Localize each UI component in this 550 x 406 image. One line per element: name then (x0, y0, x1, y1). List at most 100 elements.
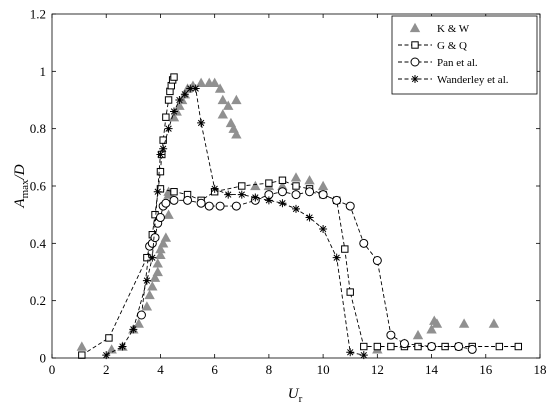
data-point-pan-et-al (345, 201, 355, 211)
data-point-g-q (387, 342, 395, 351)
x-axis-label: Ur (288, 386, 303, 405)
data-point-pan-et-al (231, 201, 241, 211)
x-tick-label: 18 (534, 362, 547, 377)
data-point-k-w (141, 301, 153, 311)
data-point-k-w (152, 258, 163, 268)
data-point-k-w (412, 329, 424, 340)
data-point-g-q (373, 342, 382, 351)
legend-label: K & W (437, 23, 470, 35)
data-point-wanderley-et-al (118, 342, 127, 351)
y-tick-label: 0.8 (30, 121, 46, 136)
data-point-pan-et-al (136, 310, 146, 320)
data-point-wanderley-et-al (278, 199, 287, 208)
data-point-wanderley-et-al (319, 225, 328, 233)
data-point-k-w (152, 266, 163, 277)
x-tick-label: 2 (103, 362, 110, 377)
data-point-wanderley-et-al (170, 107, 178, 116)
data-point-wanderley-et-al (191, 84, 200, 93)
data-point-wanderley-et-al (251, 193, 260, 202)
data-point-pan-et-al (332, 195, 342, 205)
data-point-wanderley-et-al (129, 325, 138, 334)
data-point-wanderley-et-al (175, 96, 184, 104)
data-point-g-q (170, 188, 178, 196)
data-point-g-q (159, 136, 167, 144)
data-point-k-w (157, 238, 169, 248)
data-point-k-w (149, 272, 161, 282)
data-point-k-w (133, 318, 144, 328)
data-point-pan-et-al (305, 187, 315, 197)
data-point-wanderley-et-al (292, 204, 300, 213)
data-point-g-q (292, 182, 300, 190)
data-point-k-w (160, 232, 172, 242)
data-point-g-q (278, 176, 287, 184)
axis-ticks: 0 2 4 6 8 10 12 14 16 18 0 0.2 0.4 0.6 0.8 1 1.2 (30, 7, 547, 378)
legend-label: Wanderley et al. (437, 74, 509, 86)
legend-marker-wanderley-et-al (411, 75, 419, 83)
data-point-pan-et-al (277, 187, 287, 197)
y-axis-label: Amax/D (12, 164, 31, 208)
data-point-wanderley-et-al (156, 150, 165, 159)
data-point-pan-et-al (427, 342, 437, 352)
data-point-pan-et-al (183, 195, 193, 205)
data-point-k-w (458, 318, 470, 328)
y-tick-label: 1.2 (30, 7, 46, 22)
data-point-k-w (155, 243, 166, 254)
data-point-k-w (209, 77, 220, 87)
legend-item-k-w: K & W (409, 22, 470, 35)
data-point-g-q (265, 179, 273, 187)
data-point-k-w (431, 318, 443, 328)
data-point-k-w (217, 94, 228, 105)
data-point-k-w (223, 100, 234, 110)
data-point-wanderley-et-al (159, 144, 168, 153)
data-point-pan-et-al (467, 344, 477, 354)
legend-label: Pan et al. (437, 57, 478, 69)
data-point-wanderley-et-al (359, 351, 368, 360)
data-point-k-w (304, 175, 315, 185)
legend-label: G & Q (437, 40, 467, 52)
data-point-pan-et-al (318, 190, 328, 200)
x-tick-label: 4 (157, 362, 164, 377)
legend-item-pan-et-al: Pan et al. (398, 57, 478, 69)
data-point-wanderley-et-al (332, 253, 341, 262)
data-point-g-q (164, 96, 173, 104)
data-point-g-q (156, 167, 165, 176)
data-point-k-w (426, 324, 437, 334)
data-point-g-q (78, 351, 86, 359)
data-point-pan-et-al (155, 213, 165, 223)
x-tick-label: 16 (479, 362, 493, 377)
x-tick-label: 14 (425, 362, 439, 377)
data-point-g-q (495, 342, 504, 351)
y-tick-label: 0.6 (30, 179, 47, 194)
data-point-pan-et-al (196, 198, 206, 208)
legend-item-wanderley-et-al: Wanderley et al. (398, 74, 509, 86)
data-point-wanderley-et-al (197, 118, 206, 127)
data-point-g-q (341, 245, 349, 253)
x-tick-label: 12 (371, 362, 384, 377)
data-point-wanderley-et-al (186, 84, 195, 93)
data-point-pan-et-al (204, 201, 214, 211)
data-point-pan-et-al (150, 233, 160, 243)
legend-item-g-q: G & Q (398, 40, 467, 52)
data-point-k-w (217, 109, 228, 119)
data-point-wanderley-et-al (180, 90, 189, 99)
data-point-k-w (163, 209, 174, 219)
legend-marker-k-w (409, 22, 421, 33)
data-point-g-q (162, 113, 170, 121)
x-tick-label: 0 (49, 362, 56, 377)
data-point-wanderley-et-al (264, 196, 273, 205)
data-point-wanderley-et-al (305, 213, 314, 222)
data-point-k-w (277, 180, 288, 191)
data-point-g-q (238, 182, 246, 190)
data-point-k-w (488, 318, 500, 328)
data-point-g-q (360, 342, 368, 351)
data-point-pan-et-al (291, 190, 301, 200)
data-point-k-w (290, 172, 302, 182)
series-pan-et-al (136, 187, 477, 354)
data-point-wanderley-et-al (164, 124, 173, 133)
data-point-k-w (317, 180, 329, 191)
data-point-wanderley-et-al (142, 276, 151, 285)
x-tick-label: 8 (266, 362, 273, 377)
data-point-pan-et-al (454, 342, 464, 352)
data-point-wanderley-et-al (224, 190, 233, 199)
